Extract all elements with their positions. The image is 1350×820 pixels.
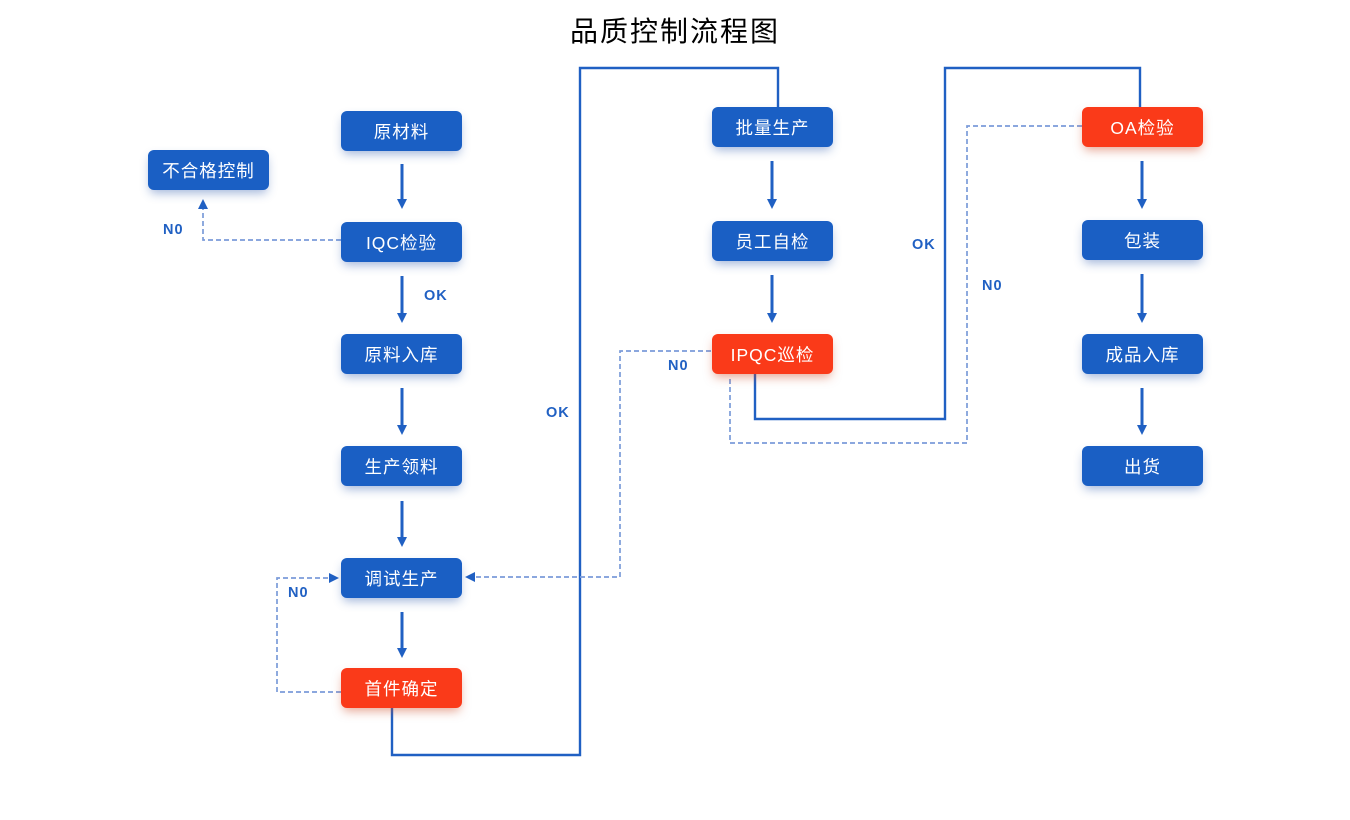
node-shipment: 出货 xyxy=(1082,446,1203,486)
edge-oa-no-to-ipqc xyxy=(729,125,1082,444)
edge-ipqc-to-oa xyxy=(753,66,1142,421)
edge-label-ipqc-ok: OK xyxy=(912,237,936,253)
node-trial-production: 调试生产 xyxy=(341,558,462,598)
node-raw-material: 原材料 xyxy=(341,111,462,151)
node-packaging: 包装 xyxy=(1082,220,1203,260)
page-title: 品质控制流程图 xyxy=(569,17,780,48)
edge-label-iqc-no: N0 xyxy=(163,222,184,238)
edge-label-ipqc-no: N0 xyxy=(668,358,689,374)
node-employee-self-check: 员工自检 xyxy=(712,221,833,261)
node-reject-control: 不合格控制 xyxy=(148,150,269,190)
edge-label-first-article-no: N0 xyxy=(288,585,309,601)
node-mass-production: 批量生产 xyxy=(712,107,833,147)
edge-ipqc-no-to-trial xyxy=(465,350,711,582)
node-iqc-inspection: IQC检验 xyxy=(341,222,462,262)
edge-label-iqc-ok: OK xyxy=(424,288,448,304)
node-first-article-confirmation: 首件确定 xyxy=(341,668,462,708)
edge-first-article-to-mass-production xyxy=(390,66,780,757)
edge-first-article-no-to-trial xyxy=(276,573,341,693)
node-ipqc-patrol: IPQC巡检 xyxy=(712,334,833,374)
edge-iqc-no-to-reject-control xyxy=(198,199,341,241)
edge-label-oa-no: N0 xyxy=(982,278,1003,294)
edge-label-first-article-ok: OK xyxy=(546,405,570,421)
node-production-picking: 生产领料 xyxy=(341,446,462,486)
node-finished-goods-warehousing: 成品入库 xyxy=(1082,334,1203,374)
node-oa-inspection: OA检验 xyxy=(1082,107,1203,147)
node-raw-material-warehousing: 原料入库 xyxy=(341,334,462,374)
